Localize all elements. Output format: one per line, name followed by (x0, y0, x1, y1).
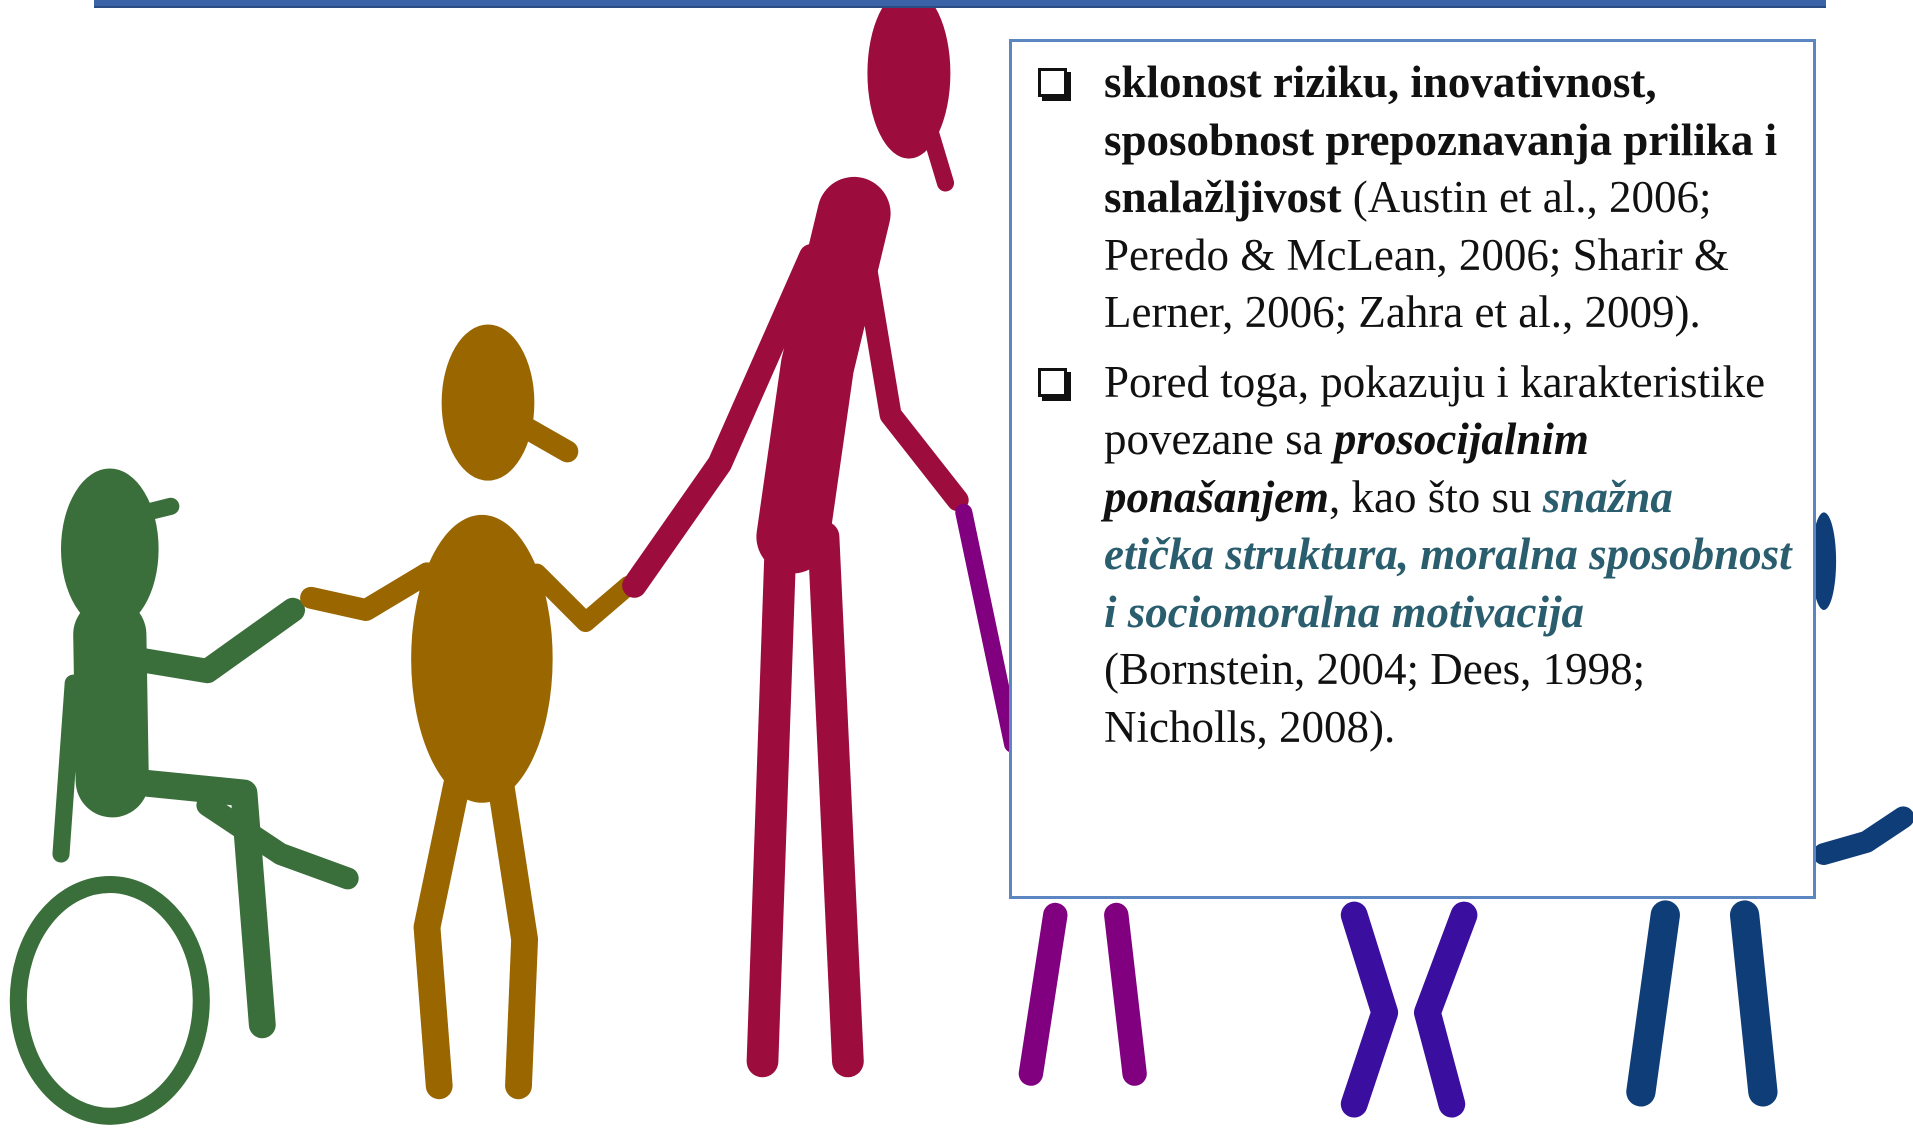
brown-figure (311, 325, 628, 1086)
red-figure (634, 0, 957, 1061)
title-bar (94, 0, 1826, 8)
slide: sklonost riziku, inovativnost, sposobnos… (0, 0, 1913, 1147)
page: Slide {"slide": {"bullets": [ {"runs": [… (0, 0, 1913, 1147)
text-run: (Bornstein, 2004; Dees, 1998; Nicholls, … (1104, 644, 1645, 752)
indigo-figure (1354, 915, 1464, 1104)
text-box: sklonost riziku, inovativnost, sposobnos… (1009, 39, 1816, 899)
bullet-list: sklonost riziku, inovativnost, sposobnos… (1012, 54, 1793, 756)
green-figure (18, 468, 347, 1116)
text-run: , kao što su (1329, 472, 1543, 522)
bullet: sklonost riziku, inovativnost, sposobnos… (1012, 54, 1793, 342)
bullet: Pored toga, pokazuju i karakteristike po… (1012, 354, 1793, 757)
